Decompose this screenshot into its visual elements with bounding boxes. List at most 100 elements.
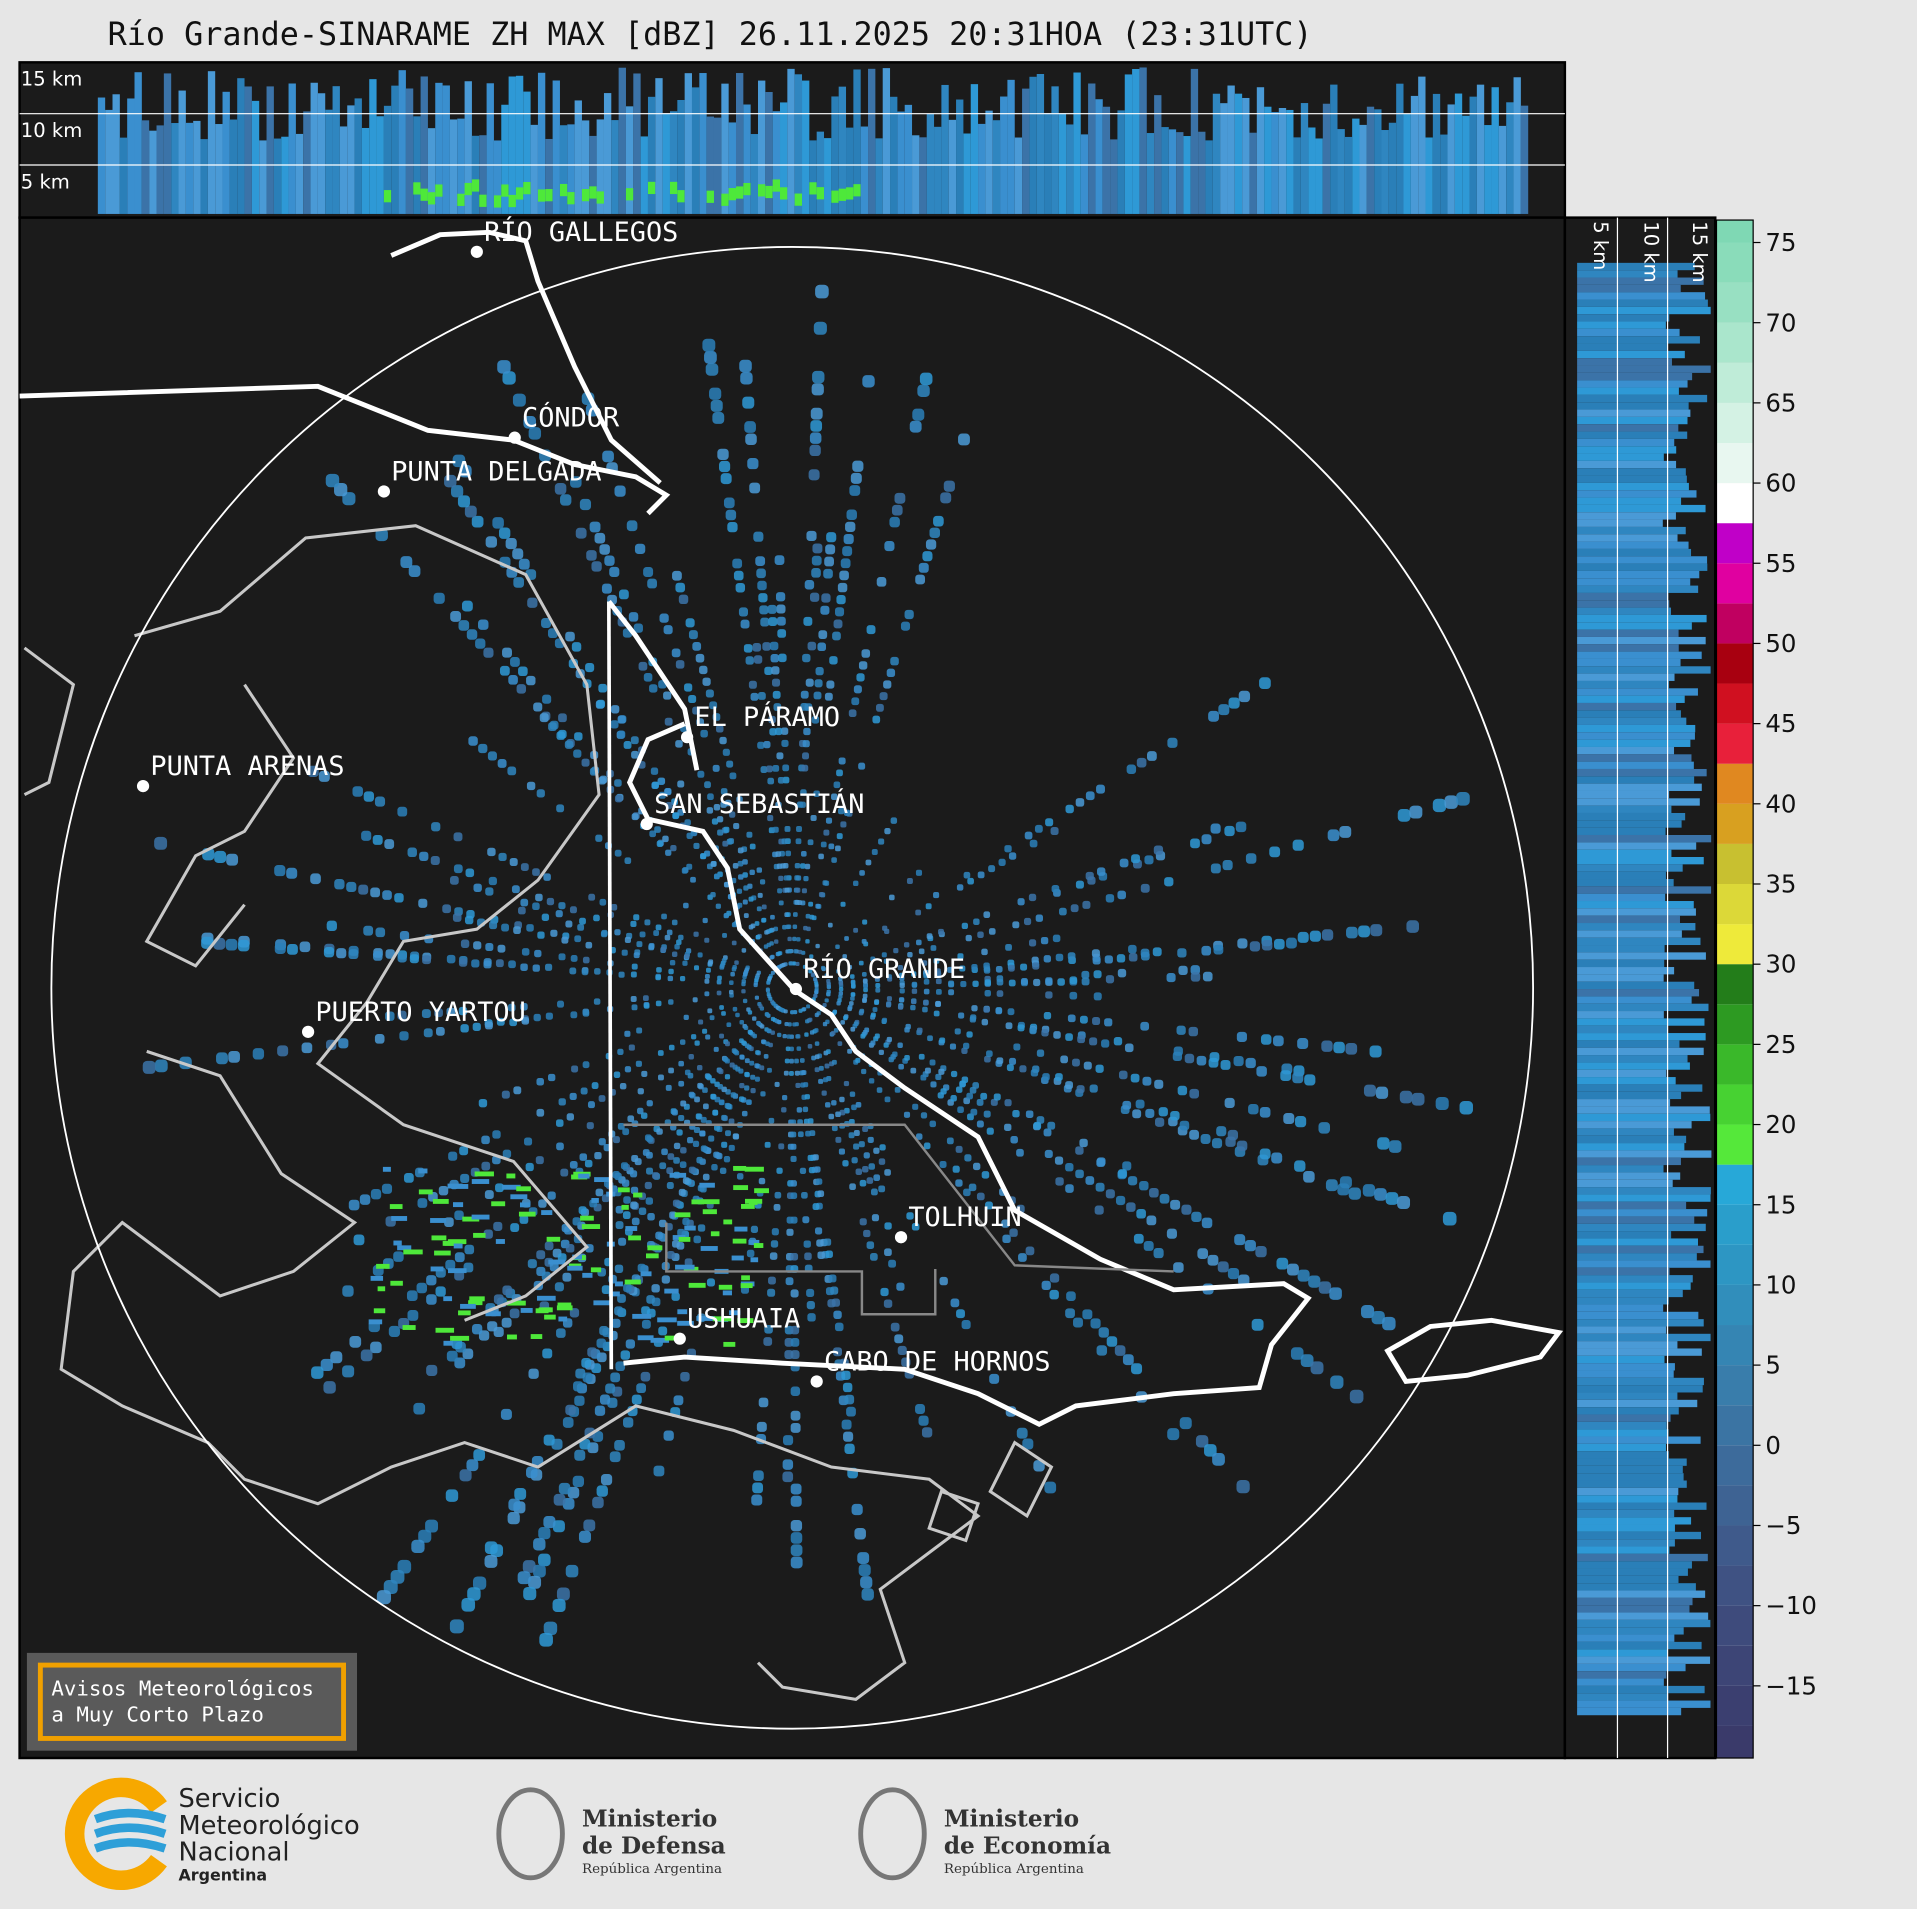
echo <box>1032 1065 1040 1073</box>
echo <box>1105 894 1115 903</box>
echo <box>636 1027 643 1034</box>
echo <box>756 906 762 912</box>
echo <box>870 1012 876 1018</box>
echo <box>604 555 615 566</box>
echo <box>920 1112 928 1119</box>
echo <box>911 971 917 977</box>
echo <box>1377 1137 1390 1150</box>
echo <box>1293 137 1301 214</box>
echo <box>846 509 857 520</box>
echo <box>507 1003 516 1012</box>
echo <box>808 469 820 481</box>
echo <box>473 1232 486 1238</box>
echo <box>797 900 803 905</box>
echo <box>518 558 530 570</box>
echo <box>808 901 814 907</box>
echo <box>923 988 930 995</box>
echo <box>1577 1113 1711 1122</box>
echo <box>1577 1678 1664 1686</box>
echo <box>862 1166 869 1173</box>
echo <box>520 863 529 871</box>
echo <box>1577 336 1700 344</box>
echo <box>691 1199 705 1205</box>
echo <box>608 1291 620 1297</box>
echo <box>875 138 883 214</box>
echo <box>706 967 711 973</box>
echo <box>528 427 542 440</box>
echo <box>730 971 735 977</box>
echo <box>814 1028 819 1033</box>
echo <box>1577 512 1676 520</box>
echo <box>1308 127 1316 214</box>
city-label: RÍO GALLEGOS <box>484 216 678 248</box>
echo <box>466 629 478 640</box>
echo <box>311 1366 324 1379</box>
echo <box>1577 556 1708 564</box>
echo <box>844 936 849 941</box>
echo <box>840 901 846 907</box>
echo <box>1017 1024 1025 1032</box>
echo <box>614 1306 624 1316</box>
echo <box>881 1017 888 1023</box>
echo <box>1009 1228 1018 1237</box>
echo <box>582 1061 590 1069</box>
echo <box>373 1308 386 1314</box>
echo <box>363 925 374 936</box>
echo <box>921 1427 933 1438</box>
echo <box>859 1008 865 1014</box>
echo <box>905 1023 911 1030</box>
echo <box>1577 1583 1696 1591</box>
echo <box>403 1249 423 1255</box>
echo <box>612 1171 620 1179</box>
echo <box>862 1029 868 1035</box>
echo <box>930 945 937 951</box>
echo <box>617 1122 625 1130</box>
echo <box>851 1503 863 1516</box>
echo <box>438 1185 449 1196</box>
echo <box>458 1310 471 1316</box>
echo <box>723 497 735 509</box>
echo <box>1143 1240 1154 1251</box>
echo <box>970 1108 978 1116</box>
echo <box>852 460 864 472</box>
echo <box>450 1335 470 1341</box>
echo <box>854 1527 866 1540</box>
echo <box>699 73 707 214</box>
echo <box>593 914 600 922</box>
echo <box>348 949 359 960</box>
echo <box>899 988 905 994</box>
echo <box>622 1211 631 1219</box>
echo <box>530 124 538 214</box>
echo <box>784 825 791 832</box>
echo <box>1577 1370 1674 1378</box>
echo <box>961 922 968 930</box>
echo <box>657 1050 664 1056</box>
echo <box>1051 86 1059 214</box>
echo <box>777 951 782 956</box>
echo <box>1577 820 1682 828</box>
echo <box>863 1152 870 1159</box>
echo <box>325 473 340 488</box>
echo <box>506 1173 516 1179</box>
echo <box>837 582 848 593</box>
echo <box>1058 113 1067 214</box>
echo <box>552 1520 565 1533</box>
echo <box>1096 784 1105 794</box>
echo <box>1261 940 1273 951</box>
echo <box>710 1093 716 1100</box>
echo <box>708 1135 715 1142</box>
echo <box>664 934 671 941</box>
echo <box>860 126 869 214</box>
echo <box>769 941 774 946</box>
echo <box>743 644 753 653</box>
echo <box>1484 125 1492 214</box>
echo <box>537 1295 556 1301</box>
colorbar-tick-label: 35 <box>1765 870 1796 899</box>
echo <box>561 936 569 944</box>
echo <box>935 1001 941 1008</box>
colorbar-band <box>1716 924 1754 965</box>
colorbar-frame <box>1715 219 1754 1759</box>
echo <box>1093 970 1102 979</box>
echo <box>804 580 815 590</box>
echo <box>723 881 730 888</box>
